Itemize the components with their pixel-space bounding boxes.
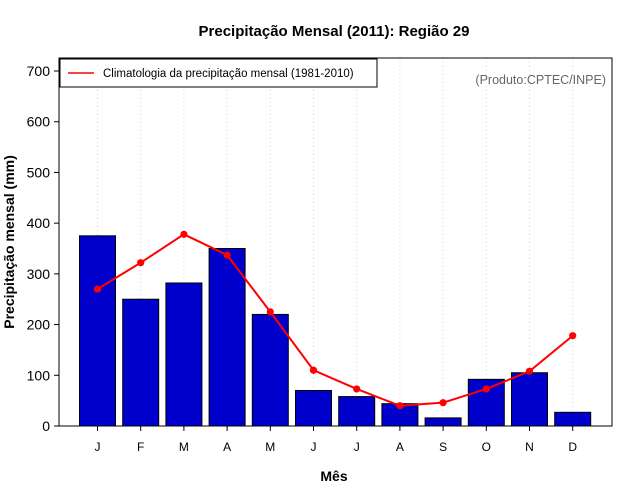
x-tick-label: M: [179, 440, 189, 454]
y-tick-label: 700: [27, 63, 51, 79]
climatology-point: [439, 399, 447, 407]
climatology-point: [223, 251, 231, 259]
y-axis: 0 100 200 300 400 500 600 700: [27, 63, 59, 434]
climatology-point: [180, 230, 188, 238]
x-tick-label: J: [95, 440, 101, 454]
x-tick-label: D: [568, 440, 577, 454]
y-tick-label: 300: [27, 266, 51, 282]
x-tick-label: O: [482, 440, 491, 454]
y-tick-label: 100: [27, 367, 51, 383]
legend: Climatologia da precipitação mensal (198…: [59, 58, 378, 88]
climatology-point: [396, 402, 404, 410]
legend-entry-climatology: Climatologia da precipitação mensal (198…: [103, 68, 354, 80]
bar-series: [79, 235, 592, 427]
legend-box: [59, 58, 378, 88]
bar: [295, 390, 332, 427]
bar: [165, 282, 203, 427]
y-tick-label: 0: [42, 418, 50, 434]
climatology-point: [482, 385, 490, 393]
y-tick-label: 200: [27, 317, 51, 333]
x-tick-label: S: [439, 440, 447, 454]
climatology-point: [93, 285, 102, 293]
grid-lines: [97, 58, 574, 426]
bar: [251, 313, 289, 427]
y-tick-label: 500: [27, 164, 51, 180]
bar: [554, 411, 592, 427]
credit-annotation: (Produto:CPTEC/INPE): [475, 73, 606, 87]
x-tick-label: A: [223, 440, 231, 454]
bar: [122, 298, 160, 427]
climatology-point: [525, 367, 534, 375]
x-tick-label: M: [265, 440, 275, 454]
y-axis-title: Precipitação mensal (mm): [1, 155, 17, 329]
x-tick-label: A: [396, 440, 404, 454]
climatology-point: [137, 259, 145, 267]
x-tick-label: F: [137, 440, 144, 454]
bar: [338, 396, 376, 427]
bar: [424, 417, 462, 427]
climatology-point: [569, 332, 577, 340]
climatology-line: [96, 233, 574, 407]
x-tick-label: J: [311, 440, 317, 454]
x-tick-label: J: [354, 440, 360, 454]
chart-title: Precipitação Mensal (2011): Região 29: [199, 23, 470, 40]
x-axis-title: Mês: [320, 468, 347, 484]
plot-frame: [58, 57, 613, 427]
climatology-series: [93, 230, 577, 410]
bar: [208, 248, 246, 427]
bar: [79, 235, 116, 427]
climatology-point: [309, 366, 318, 374]
y-tick-label: 400: [27, 215, 51, 231]
climatology-point: [266, 308, 274, 316]
climatology-point: [353, 385, 361, 393]
x-tick-label: N: [525, 440, 534, 454]
y-tick-label: 600: [27, 114, 51, 130]
bar: [511, 372, 548, 427]
